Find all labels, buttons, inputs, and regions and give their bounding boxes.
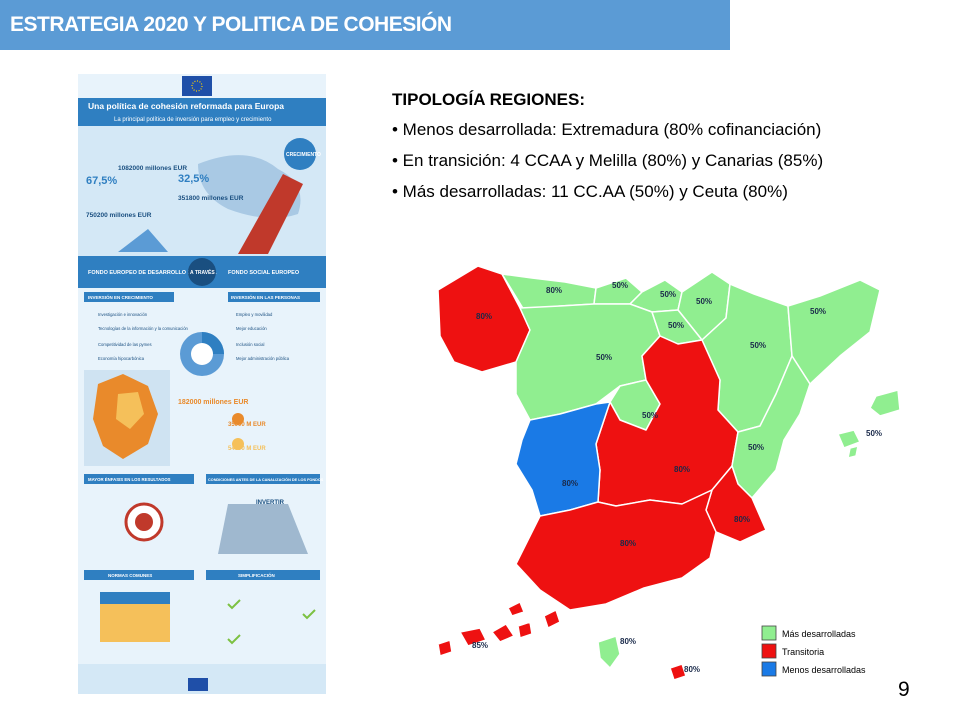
label-andalucia: 80% xyxy=(620,539,636,548)
label-valencia: 50% xyxy=(748,443,764,452)
pct-2: 32,5% xyxy=(178,173,209,185)
left-item: Economía hipocarbónica xyxy=(98,356,145,361)
region-catalonia xyxy=(787,279,881,385)
right-item: Mejor administración pública xyxy=(236,356,290,361)
legend-swatch-more-developed xyxy=(761,625,777,641)
big-amount: 182000 millones EUR xyxy=(178,399,248,406)
legend-swatch-less-developed xyxy=(761,661,777,677)
label-basque: 50% xyxy=(660,290,676,299)
growth-label: CRECIMIENTO xyxy=(286,152,321,158)
label-balearics: 50% xyxy=(866,429,882,438)
right-item: Inclusión social xyxy=(236,342,264,347)
pct-1: 67,5% xyxy=(86,175,117,187)
fund-left: FONDO EUROPEO DE DESARROLLO REGIONAL xyxy=(88,270,217,276)
bullet-more-developed: • Más desarrolladas: 11 CC.AA (50%) y Ce… xyxy=(392,182,788,201)
label-cantabria: 50% xyxy=(612,281,628,290)
simplification-label: SIMPLIFICACIÓN xyxy=(238,571,275,578)
amount-1: 1082000 millones EUR xyxy=(118,165,187,172)
label-murcia: 80% xyxy=(734,515,750,524)
bullet-less-developed: • Menos desarrollada: Extremadura (80% c… xyxy=(392,120,822,139)
left-item: Tecnologías de la información y la comun… xyxy=(98,326,189,331)
amount-3: 750200 millones EUR xyxy=(86,212,152,219)
amount-5: 54000 M EUR xyxy=(228,446,266,452)
page-number: 9 xyxy=(898,678,910,701)
bullet-transition: • En transición: 4 CCAA y Melilla (80%) … xyxy=(392,151,824,170)
label-castilla-la-mancha: 80% xyxy=(674,465,690,474)
invest-label: INVERTIR xyxy=(256,500,285,506)
growth-arrow-icon xyxy=(118,229,168,252)
region-balearics xyxy=(837,389,900,449)
infographic-title: Una política de cohesión reformada para … xyxy=(88,101,284,111)
label-galicia: 80% xyxy=(476,312,492,321)
fund-right: FONDO SOCIAL EUROPEO xyxy=(228,270,300,276)
amount-4: 35000 M EUR xyxy=(228,422,266,428)
results-label: MAYOR ÉNFASIS EN LOS RESULTADOS xyxy=(88,477,171,482)
typology-heading: TIPOLOGÍA REGIONES: xyxy=(392,90,585,109)
spain-regions-map: 80% 80% 50% 50% 50% 50% 50% 50% 50% 50% … xyxy=(437,265,900,682)
legend-label-less-developed: Menos desarrolladas xyxy=(782,665,866,675)
stairs-icon xyxy=(218,504,308,554)
label-aragon: 50% xyxy=(750,341,766,350)
left-item: Investigación e innovación xyxy=(98,312,148,317)
rules-label: NORMAS COMUNES xyxy=(108,573,152,578)
legend-label-more-developed: Más desarrolladas xyxy=(782,629,856,639)
eu-flag-icon xyxy=(182,76,212,96)
growth-badge xyxy=(284,138,316,170)
label-ceuta: 80% xyxy=(620,637,636,646)
region-andalucia xyxy=(515,489,717,611)
right-item: Empleo y movilidad xyxy=(236,312,273,317)
region-typology: TIPOLOGÍA REGIONES: • Menos desarrollada… xyxy=(392,90,912,213)
region-balearics-ibiza xyxy=(847,445,859,459)
slide-title: ESTRATEGIA 2020 Y POLITICA DE COHESIÓN xyxy=(10,13,452,36)
region-valencia xyxy=(731,355,811,499)
region-ceuta xyxy=(597,635,621,669)
title-bar: ESTRATEGIA 2020 Y POLITICA DE COHESIÓN xyxy=(0,0,730,50)
legend-label-transition: Transitoria xyxy=(782,647,824,657)
label-melilla: 80% xyxy=(684,665,700,674)
label-asturias: 80% xyxy=(546,286,562,295)
legend-swatch-transition xyxy=(761,643,777,659)
label-catalonia: 50% xyxy=(810,307,826,316)
infographic-subtitle: La principal política de inversión para … xyxy=(114,117,272,123)
label-extremadura: 80% xyxy=(562,479,578,488)
amount-2: 351800 millones EUR xyxy=(178,195,244,202)
label-castilla-leon: 50% xyxy=(596,353,612,362)
section-left: INVERSIÓN EN CRECIMIENTO xyxy=(88,293,153,300)
cohesion-policy-infographic: Una política de cohesión reformada para … xyxy=(78,74,326,694)
conditions-label: CONDICIONES ANTES DE LA CANALIZACIÓN DE … xyxy=(208,477,324,482)
through-label: A TRAVÉS xyxy=(190,268,215,276)
left-item: Competitividad de las pymes xyxy=(98,342,152,347)
label-la-rioja: 50% xyxy=(668,321,684,330)
region-melilla xyxy=(669,663,687,681)
section-right: INVERSIÓN EN LAS PERSONAS xyxy=(231,293,300,300)
map-legend: Más desarrolladas Transitoria Menos desa… xyxy=(761,624,898,682)
label-madrid: 50% xyxy=(642,411,658,420)
right-item: Mejor educación xyxy=(236,326,267,331)
label-canarias: 85% xyxy=(472,641,488,650)
label-navarra: 50% xyxy=(696,297,712,306)
region-canarias xyxy=(437,601,561,657)
